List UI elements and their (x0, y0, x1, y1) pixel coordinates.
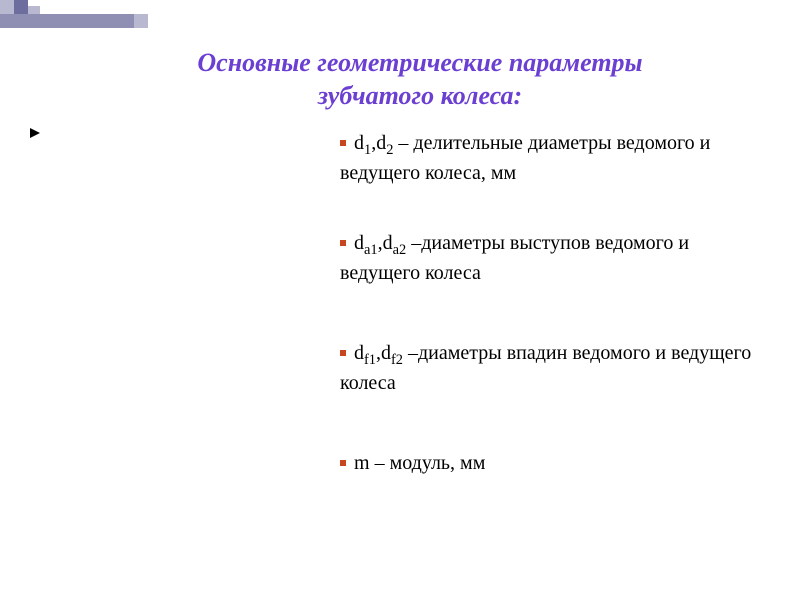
definition-item: m – модуль, мм (340, 450, 770, 477)
page-root: Основные геометрические параметры зубчат… (0, 0, 800, 600)
page-title: Основные геометрические параметры зубчат… (80, 47, 760, 112)
deco-square (0, 0, 14, 14)
definition-item: df1,df2 –диаметры впадин ведомого и веду… (340, 340, 770, 397)
title-line-1: Основные геометрические параметры (197, 48, 642, 77)
bullet-icon (340, 350, 346, 356)
gear-svg (30, 108, 330, 578)
definition-text: – делительные диаметры ведомого и ведуще… (340, 132, 710, 184)
definition-symbol: da1,da2 (354, 232, 406, 254)
definition-item: da1,da2 –диаметры выступов ведомого и ве… (340, 230, 770, 287)
definition-symbol: m (354, 452, 370, 474)
bullet-icon (340, 460, 346, 466)
definition-text: – модуль, мм (370, 452, 486, 474)
definition-symbol: d1,d2 (354, 132, 393, 154)
bullet-icon (340, 140, 346, 146)
deco-bar (14, 14, 134, 28)
bullet-icon (340, 240, 346, 246)
deco-square (0, 14, 14, 28)
deco-square (134, 14, 148, 28)
definition-item: d1,d2 – делительные диаметры ведомого и … (340, 130, 770, 187)
corner-decoration (0, 0, 180, 36)
definition-symbol: df1,df2 (354, 342, 403, 364)
deco-square (14, 0, 28, 14)
title-line-2: зубчатого колеса: (318, 81, 522, 110)
definitions-block: d1,d2 – делительные диаметры ведомого и … (340, 130, 770, 560)
gear-diagram (30, 108, 330, 578)
